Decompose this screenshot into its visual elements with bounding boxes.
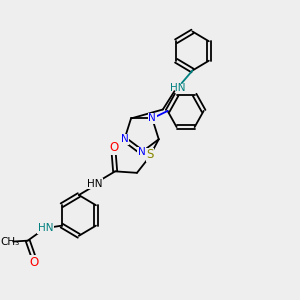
Text: HN: HN — [87, 179, 103, 189]
Text: CH₃: CH₃ — [0, 237, 19, 247]
Text: HN: HN — [169, 82, 185, 93]
Text: O: O — [109, 141, 118, 154]
Text: N: N — [138, 147, 146, 157]
Text: N: N — [148, 113, 156, 124]
Text: O: O — [29, 256, 39, 269]
Text: N: N — [121, 134, 128, 144]
Text: S: S — [146, 148, 154, 161]
Text: HN: HN — [38, 223, 53, 233]
